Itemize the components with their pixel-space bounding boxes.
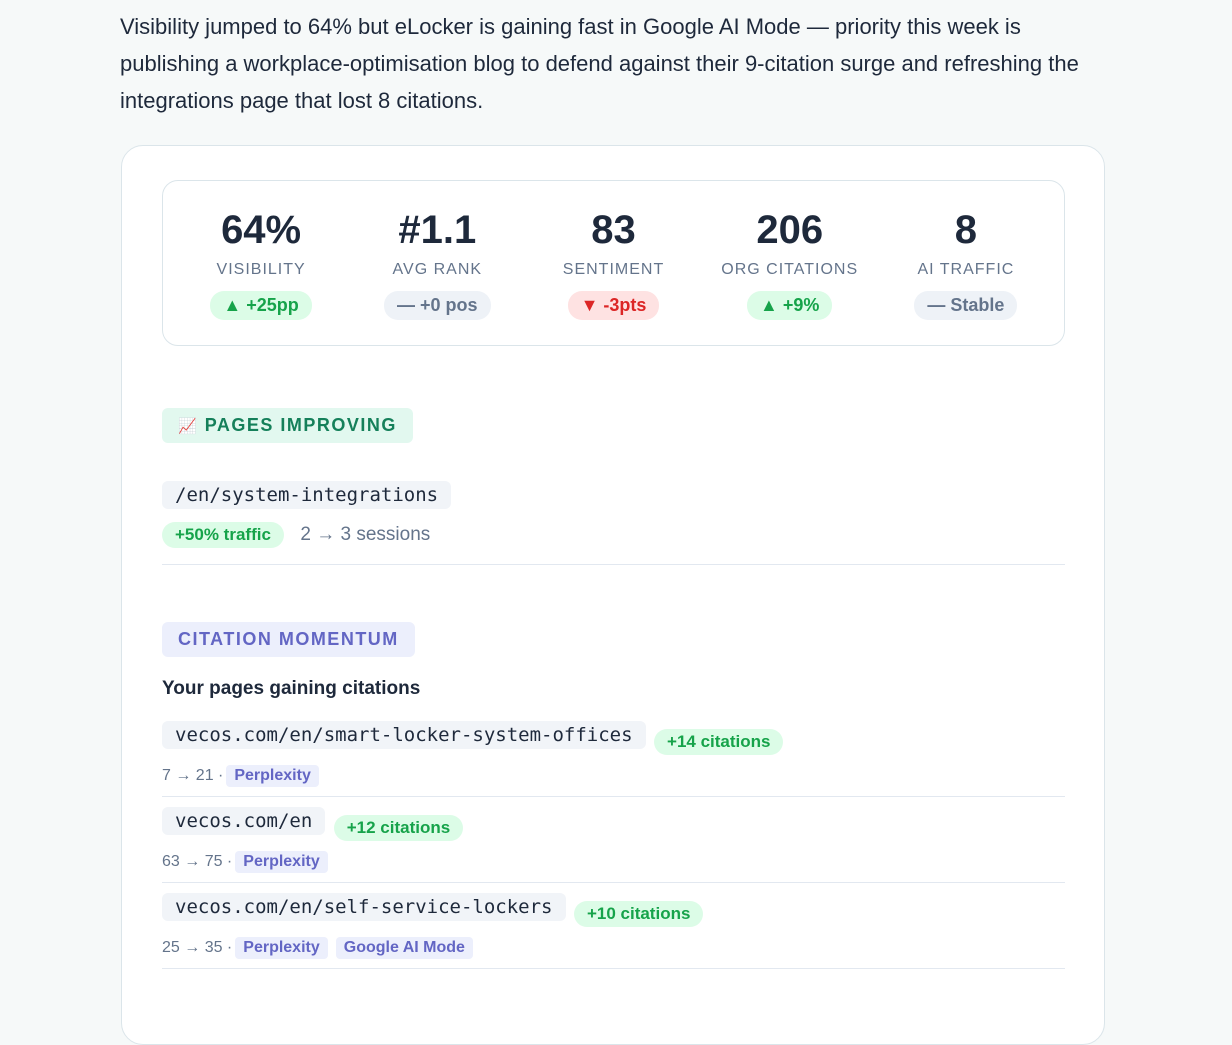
citation-item: vecos.com/en/smart-locker-system-offices… [162,711,1065,797]
stat-change-badge: — +0 pos [384,291,491,320]
stat-label: AI TRAFFIC [917,261,1015,278]
section-title: PAGES IMPROVING [204,415,397,435]
report-card: 64% VISIBILITY ▲ +25pp #1.1 AVG RANK — +… [121,145,1105,1045]
stat-avg-rank: #1.1 AVG RANK — +0 pos [349,181,525,345]
stat-change-badge: ▲ +9% [747,291,833,320]
chart-increasing-icon: 📈 [178,418,199,435]
improving-page-item: /en/system-integrations +50% traffic 2 →… [162,481,1065,565]
engine-tag: Perplexity [235,937,328,959]
citation-item: vecos.com/en/self-service-lockers +10 ci… [162,883,1065,969]
engine-tag: Google AI Mode [335,937,473,959]
stat-value: 64% [221,208,302,252]
citation-momentum-heading: CITATION MOMENTUM [162,622,415,657]
page-url[interactable]: vecos.com/en [162,807,326,835]
engine-tag: Perplexity [226,765,319,787]
stat-value: 8 [954,208,978,252]
stat-label: AVG RANK [392,261,483,278]
stat-org-citations: 206 ORG CITATIONS ▲ +9% [702,181,878,345]
gaining-citations-subtitle: Your pages gaining citations [162,678,421,699]
stat-ai-traffic: 8 AI TRAFFIC — Stable [878,181,1054,345]
stat-change-badge: ▲ +25pp [210,291,312,320]
citation-range: 25 → 35 · [162,939,233,956]
summary-text: Visibility jumped to 64% but eLocker is … [120,14,1079,113]
stat-value: 83 [591,208,636,252]
stat-value: 206 [756,208,824,252]
stat-change-badge: — Stable [914,291,1018,320]
pages-improving-heading: 📈 PAGES IMPROVING [162,408,413,443]
citation-range: 63 → 75 · [162,853,233,870]
traffic-change-badge: +50% traffic [162,522,284,548]
citation-change-badge: +12 citations [333,815,464,841]
citation-change-badge: +14 citations [654,729,784,755]
stat-value: #1.1 [398,208,477,252]
stat-visibility: 64% VISIBILITY ▲ +25pp [173,181,349,345]
citation-item: vecos.com/en +12 citations 63 → 75 · Perp… [162,797,1065,883]
stat-label: SENTIMENT [562,261,665,278]
stat-label: VISIBILITY [216,261,306,278]
page-path[interactable]: /en/system-integrations [162,481,452,509]
citation-range: 7 → 21 · [162,767,224,784]
page-url[interactable]: vecos.com/en/smart-locker-system-offices [162,721,646,749]
sessions-detail: 2 → 3 sessions [300,524,431,545]
stats-panel: 64% VISIBILITY ▲ +25pp #1.1 AVG RANK — +… [162,180,1065,346]
page-url[interactable]: vecos.com/en/self-service-lockers [162,893,566,921]
stat-sentiment: 83 SENTIMENT ▼ -3pts [525,181,701,345]
engine-tag: Perplexity [235,851,328,873]
citation-list: vecos.com/en/smart-locker-system-offices… [162,711,1065,969]
stat-change-badge: ▼ -3pts [567,291,660,320]
citation-change-badge: +10 citations [573,901,704,927]
stat-label: ORG CITATIONS [721,261,859,278]
